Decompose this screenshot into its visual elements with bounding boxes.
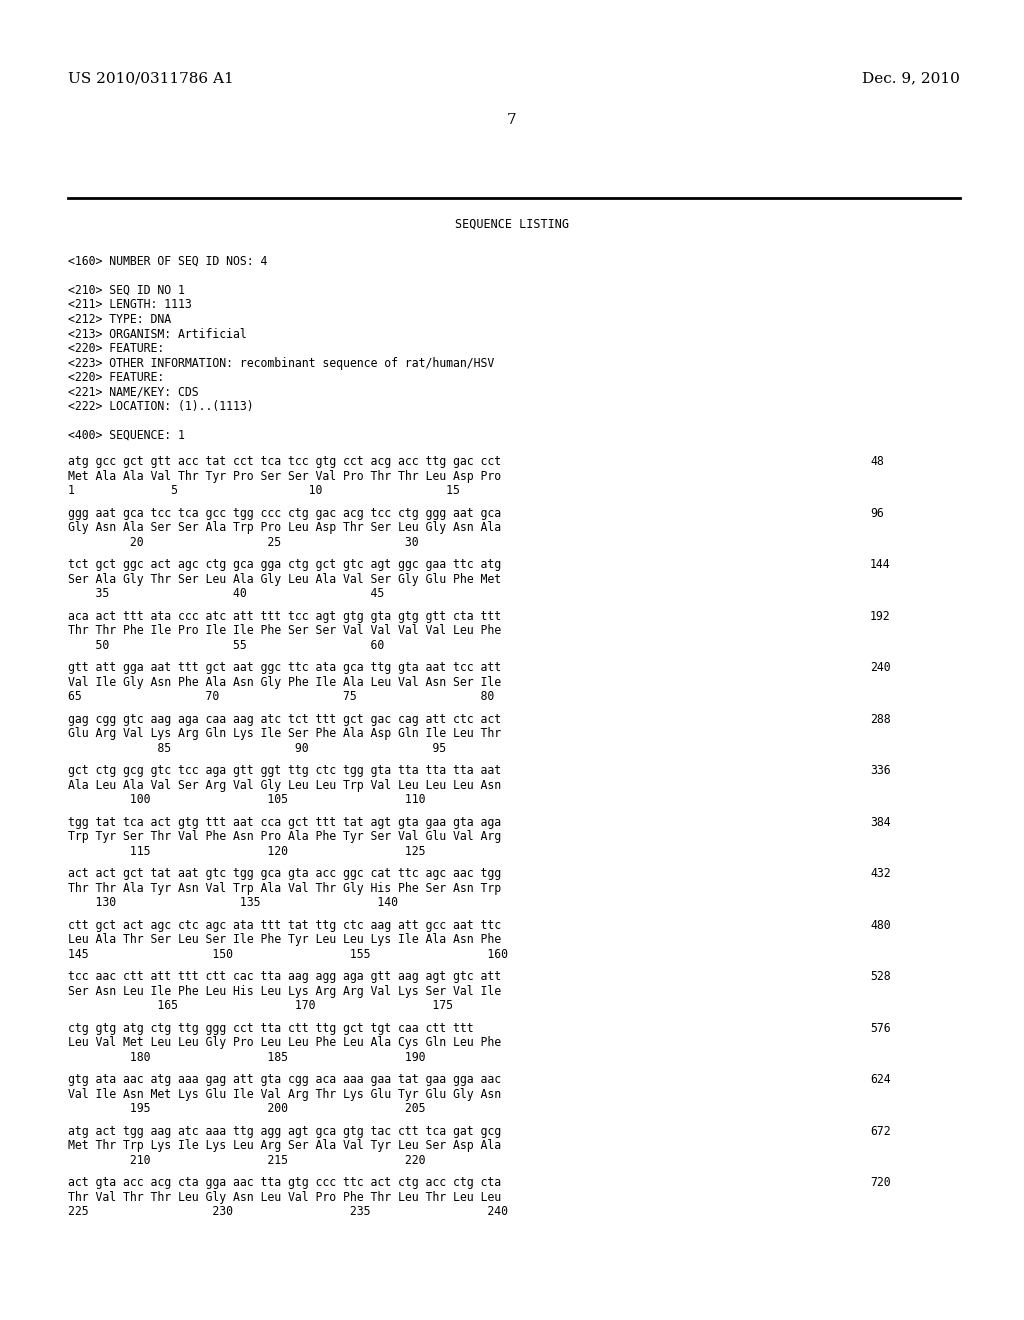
Text: Val Ile Asn Met Lys Glu Ile Val Arg Thr Lys Glu Tyr Glu Gly Asn: Val Ile Asn Met Lys Glu Ile Val Arg Thr … — [68, 1088, 501, 1101]
Text: 35                  40                  45: 35 40 45 — [68, 587, 384, 601]
Text: gct ctg gcg gtc tcc aga gtt ggt ttg ctc tgg gta tta tta tta aat: gct ctg gcg gtc tcc aga gtt ggt ttg ctc … — [68, 764, 501, 777]
Text: Glu Arg Val Lys Arg Gln Lys Ile Ser Phe Ala Asp Gln Ile Leu Thr: Glu Arg Val Lys Arg Gln Lys Ile Ser Phe … — [68, 727, 501, 741]
Text: US 2010/0311786 A1: US 2010/0311786 A1 — [68, 71, 233, 84]
Text: Met Ala Ala Val Thr Tyr Pro Ser Ser Val Pro Thr Thr Leu Asp Pro: Met Ala Ala Val Thr Tyr Pro Ser Ser Val … — [68, 470, 501, 483]
Text: 240: 240 — [870, 661, 891, 675]
Text: Val Ile Gly Asn Phe Ala Asn Gly Phe Ile Ala Leu Val Asn Ser Ile: Val Ile Gly Asn Phe Ala Asn Gly Phe Ile … — [68, 676, 501, 689]
Text: gtg ata aac atg aaa gag att gta cgg aca aaa gaa tat gaa gga aac: gtg ata aac atg aaa gag att gta cgg aca … — [68, 1073, 501, 1086]
Text: 7: 7 — [507, 114, 517, 127]
Text: tgg tat tca act gtg ttt aat cca gct ttt tat agt gta gaa gta aga: tgg tat tca act gtg ttt aat cca gct ttt … — [68, 816, 501, 829]
Text: Leu Ala Thr Ser Leu Ser Ile Phe Tyr Leu Leu Lys Ile Ala Asn Phe: Leu Ala Thr Ser Leu Ser Ile Phe Tyr Leu … — [68, 933, 501, 946]
Text: Met Thr Trp Lys Ile Lys Leu Arg Ser Ala Val Tyr Leu Ser Asp Ala: Met Thr Trp Lys Ile Lys Leu Arg Ser Ala … — [68, 1139, 501, 1152]
Text: act act gct tat aat gtc tgg gca gta acc ggc cat ttc agc aac tgg: act act gct tat aat gtc tgg gca gta acc … — [68, 867, 501, 880]
Text: Ser Asn Leu Ile Phe Leu His Leu Lys Arg Arg Val Lys Ser Val Ile: Ser Asn Leu Ile Phe Leu His Leu Lys Arg … — [68, 985, 501, 998]
Text: 195                 200                 205: 195 200 205 — [68, 1102, 426, 1115]
Text: <223> OTHER INFORMATION: recombinant sequence of rat/human/HSV: <223> OTHER INFORMATION: recombinant seq… — [68, 356, 495, 370]
Text: 130                  135                 140: 130 135 140 — [68, 896, 398, 909]
Text: 96: 96 — [870, 507, 884, 520]
Text: atg act tgg aag atc aaa ttg agg agt gca gtg tac ctt tca gat gcg: atg act tgg aag atc aaa ttg agg agt gca … — [68, 1125, 501, 1138]
Text: 145                  150                 155                 160: 145 150 155 160 — [68, 948, 508, 961]
Text: Thr Thr Phe Ile Pro Ile Ile Phe Ser Ser Val Val Val Val Leu Phe: Thr Thr Phe Ile Pro Ile Ile Phe Ser Ser … — [68, 624, 501, 638]
Text: tct gct ggc act agc ctg gca gga ctg gct gtc agt ggc gaa ttc atg: tct gct ggc act agc ctg gca gga ctg gct … — [68, 558, 501, 572]
Text: 432: 432 — [870, 867, 891, 880]
Text: Thr Thr Ala Tyr Asn Val Trp Ala Val Thr Gly His Phe Ser Asn Trp: Thr Thr Ala Tyr Asn Val Trp Ala Val Thr … — [68, 882, 501, 895]
Text: Trp Tyr Ser Thr Val Phe Asn Pro Ala Phe Tyr Ser Val Glu Val Arg: Trp Tyr Ser Thr Val Phe Asn Pro Ala Phe … — [68, 830, 501, 843]
Text: 210                 215                 220: 210 215 220 — [68, 1154, 426, 1167]
Text: 65                  70                  75                  80: 65 70 75 80 — [68, 690, 495, 704]
Text: <221> NAME/KEY: CDS: <221> NAME/KEY: CDS — [68, 385, 199, 399]
Text: Gly Asn Ala Ser Ser Ala Trp Pro Leu Asp Thr Ser Leu Gly Asn Ala: Gly Asn Ala Ser Ser Ala Trp Pro Leu Asp … — [68, 521, 501, 535]
Text: Thr Val Thr Thr Leu Gly Asn Leu Val Pro Phe Thr Leu Thr Leu Leu: Thr Val Thr Thr Leu Gly Asn Leu Val Pro … — [68, 1191, 501, 1204]
Text: 1              5                   10                  15: 1 5 10 15 — [68, 484, 460, 498]
Text: 85                  90                  95: 85 90 95 — [68, 742, 446, 755]
Text: <220> FEATURE:: <220> FEATURE: — [68, 342, 164, 355]
Text: 20                  25                  30: 20 25 30 — [68, 536, 419, 549]
Text: <210> SEQ ID NO 1: <210> SEQ ID NO 1 — [68, 284, 185, 297]
Text: aca act ttt ata ccc atc att ttt tcc agt gtg gta gtg gtt cta ttt: aca act ttt ata ccc atc att ttt tcc agt … — [68, 610, 501, 623]
Text: 528: 528 — [870, 970, 891, 983]
Text: SEQUENCE LISTING: SEQUENCE LISTING — [455, 218, 569, 231]
Text: <213> ORGANISM: Artificial: <213> ORGANISM: Artificial — [68, 327, 247, 341]
Text: tcc aac ctt att ttt ctt cac tta aag agg aga gtt aag agt gtc att: tcc aac ctt att ttt ctt cac tta aag agg … — [68, 970, 501, 983]
Text: ggg aat gca tcc tca gcc tgg ccc ctg gac acg tcc ctg ggg aat gca: ggg aat gca tcc tca gcc tgg ccc ctg gac … — [68, 507, 501, 520]
Text: <220> FEATURE:: <220> FEATURE: — [68, 371, 164, 384]
Text: 624: 624 — [870, 1073, 891, 1086]
Text: Ser Ala Gly Thr Ser Leu Ala Gly Leu Ala Val Ser Gly Glu Phe Met: Ser Ala Gly Thr Ser Leu Ala Gly Leu Ala … — [68, 573, 501, 586]
Text: Dec. 9, 2010: Dec. 9, 2010 — [862, 71, 961, 84]
Text: ctg gtg atg ctg ttg ggg cct tta ctt ttg gct tgt caa ctt ttt: ctg gtg atg ctg ttg ggg cct tta ctt ttg … — [68, 1022, 474, 1035]
Text: act gta acc acg cta gga aac tta gtg ccc ttc act ctg acc ctg cta: act gta acc acg cta gga aac tta gtg ccc … — [68, 1176, 501, 1189]
Text: atg gcc gct gtt acc tat cct tca tcc gtg cct acg acc ttg gac cct: atg gcc gct gtt acc tat cct tca tcc gtg … — [68, 455, 501, 469]
Text: ctt gct act agc ctc agc ata ttt tat ttg ctc aag att gcc aat ttc: ctt gct act agc ctc agc ata ttt tat ttg … — [68, 919, 501, 932]
Text: gag cgg gtc aag aga caa aag atc tct ttt gct gac cag att ctc act: gag cgg gtc aag aga caa aag atc tct ttt … — [68, 713, 501, 726]
Text: 720: 720 — [870, 1176, 891, 1189]
Text: <212> TYPE: DNA: <212> TYPE: DNA — [68, 313, 171, 326]
Text: 100                 105                 110: 100 105 110 — [68, 793, 426, 807]
Text: <222> LOCATION: (1)..(1113): <222> LOCATION: (1)..(1113) — [68, 400, 254, 413]
Text: 576: 576 — [870, 1022, 891, 1035]
Text: 115                 120                 125: 115 120 125 — [68, 845, 426, 858]
Text: 50                  55                  60: 50 55 60 — [68, 639, 384, 652]
Text: 225                  230                 235                 240: 225 230 235 240 — [68, 1205, 508, 1218]
Text: 144: 144 — [870, 558, 891, 572]
Text: 180                 185                 190: 180 185 190 — [68, 1051, 426, 1064]
Text: 288: 288 — [870, 713, 891, 726]
Text: 672: 672 — [870, 1125, 891, 1138]
Text: <211> LENGTH: 1113: <211> LENGTH: 1113 — [68, 298, 191, 312]
Text: 48: 48 — [870, 455, 884, 469]
Text: 384: 384 — [870, 816, 891, 829]
Text: 192: 192 — [870, 610, 891, 623]
Text: Leu Val Met Leu Leu Gly Pro Leu Leu Phe Leu Ala Cys Gln Leu Phe: Leu Val Met Leu Leu Gly Pro Leu Leu Phe … — [68, 1036, 501, 1049]
Text: 480: 480 — [870, 919, 891, 932]
Text: <400> SEQUENCE: 1: <400> SEQUENCE: 1 — [68, 429, 185, 442]
Text: Ala Leu Ala Val Ser Arg Val Gly Leu Leu Trp Val Leu Leu Leu Asn: Ala Leu Ala Val Ser Arg Val Gly Leu Leu … — [68, 779, 501, 792]
Text: 165                 170                 175: 165 170 175 — [68, 999, 453, 1012]
Text: gtt att gga aat ttt gct aat ggc ttc ata gca ttg gta aat tcc att: gtt att gga aat ttt gct aat ggc ttc ata … — [68, 661, 501, 675]
Text: 336: 336 — [870, 764, 891, 777]
Text: <160> NUMBER OF SEQ ID NOS: 4: <160> NUMBER OF SEQ ID NOS: 4 — [68, 255, 267, 268]
